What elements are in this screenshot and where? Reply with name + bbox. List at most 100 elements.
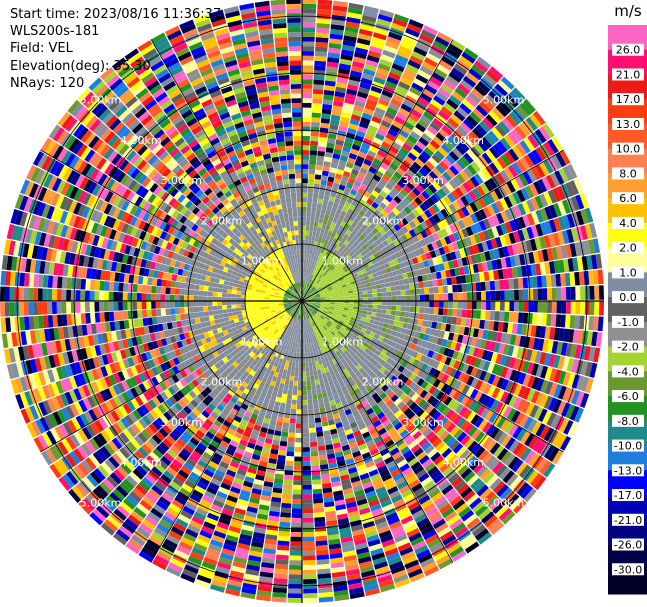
velocity-gate [308, 290, 313, 295]
velocity-gate [327, 200, 334, 207]
velocity-gate [377, 213, 386, 221]
velocity-gate [306, 298, 312, 300]
velocity-gate [361, 112, 373, 121]
velocity-gate [327, 334, 332, 340]
velocity-gate [549, 368, 558, 382]
velocity-gate [373, 186, 382, 194]
velocity-gate [422, 414, 432, 424]
velocity-gate [597, 269, 604, 285]
velocity-gate [391, 494, 403, 504]
velocity-gate [384, 206, 392, 214]
velocity-gate [361, 244, 368, 251]
velocity-gate [478, 507, 492, 521]
velocity-gate [315, 384, 321, 390]
velocity-gate [386, 301, 392, 306]
velocity-gate [356, 381, 364, 388]
velocity-gate [323, 278, 328, 284]
velocity-gate [540, 365, 549, 379]
velocity-gate [310, 274, 314, 280]
velocity-gate [397, 228, 405, 237]
velocity-gate [352, 311, 358, 316]
velocity-gate [381, 327, 388, 333]
velocity-gate [363, 301, 369, 305]
velocity-gate [404, 138, 416, 148]
velocity-gate [418, 313, 425, 320]
velocity-gate [308, 307, 313, 311]
velocity-gate [332, 5, 348, 12]
velocity-gate [336, 77, 349, 84]
velocity-gate [368, 322, 374, 328]
velocity-gate [472, 328, 480, 338]
velocity-gate [441, 315, 448, 324]
velocity-gate [305, 288, 309, 293]
velocity-gate [342, 368, 349, 375]
velocity-gate [449, 439, 460, 451]
velocity-gate [306, 302, 311, 305]
velocity-gate [382, 369, 391, 377]
velocity-gate [342, 206, 349, 213]
velocity-gate [330, 221, 337, 228]
velocity-gate [370, 212, 378, 221]
velocity-gate [422, 561, 437, 573]
velocity-gate [310, 304, 315, 308]
velocity-gate [543, 159, 554, 174]
velocity-gate [324, 281, 330, 286]
velocity-gate [344, 136, 354, 144]
velocity-gate [323, 214, 330, 221]
velocity-gate [344, 212, 352, 220]
velocity-gate [415, 100, 428, 111]
velocity-gate [546, 248, 554, 261]
velocity-gate [427, 314, 434, 322]
velocity-gate [444, 226, 453, 236]
velocity-gate [302, 432, 310, 438]
velocity-gate [379, 264, 386, 271]
velocity-gate [379, 448, 390, 457]
velocity-gate [358, 384, 366, 392]
velocity-gate [396, 538, 410, 548]
velocity-gate [503, 167, 514, 180]
velocity-gate [406, 323, 413, 330]
velocity-gate [325, 234, 331, 241]
velocity-gate [409, 306, 416, 313]
velocity-gate [459, 155, 471, 167]
velocity-gate [327, 277, 333, 282]
velocity-gate [388, 260, 395, 267]
velocity-gate [345, 279, 351, 284]
velocity-gate [326, 205, 333, 212]
velocity-gate [315, 422, 322, 428]
velocity-gate [310, 131, 320, 137]
velocity-gate [473, 481, 486, 494]
velocity-gate [422, 427, 433, 438]
velocity-gate [398, 200, 407, 210]
velocity-gate [329, 242, 335, 248]
velocity-gate [427, 466, 439, 477]
velocity-gate [532, 337, 540, 351]
velocity-gate [359, 339, 366, 346]
velocity-gate [418, 521, 432, 532]
velocity-gate [396, 256, 404, 264]
velocity-gate [526, 199, 536, 213]
velocity-gate [348, 275, 354, 280]
velocity-gate [425, 417, 436, 428]
velocity-gate [468, 346, 476, 356]
velocity-gate [367, 344, 374, 351]
velocity-gate [391, 418, 400, 427]
velocity-gate [516, 482, 530, 496]
velocity-gate [314, 178, 321, 185]
velocity-gate [302, 508, 314, 514]
velocity-gate [450, 341, 457, 350]
velocity-gate [347, 12, 362, 20]
velocity-gate [347, 157, 356, 165]
velocity-gate [347, 7, 363, 15]
velocity-gate [435, 441, 446, 452]
velocity-gate [516, 266, 523, 278]
velocity-gate [365, 329, 371, 335]
velocity-gate [351, 262, 358, 268]
velocity-gate [397, 150, 407, 160]
velocity-gate [478, 120, 491, 133]
velocity-gate [330, 162, 339, 169]
velocity-gate [302, 404, 308, 410]
velocity-gate [351, 200, 359, 207]
velocity-gate [465, 318, 471, 327]
velocity-gate [344, 166, 353, 174]
